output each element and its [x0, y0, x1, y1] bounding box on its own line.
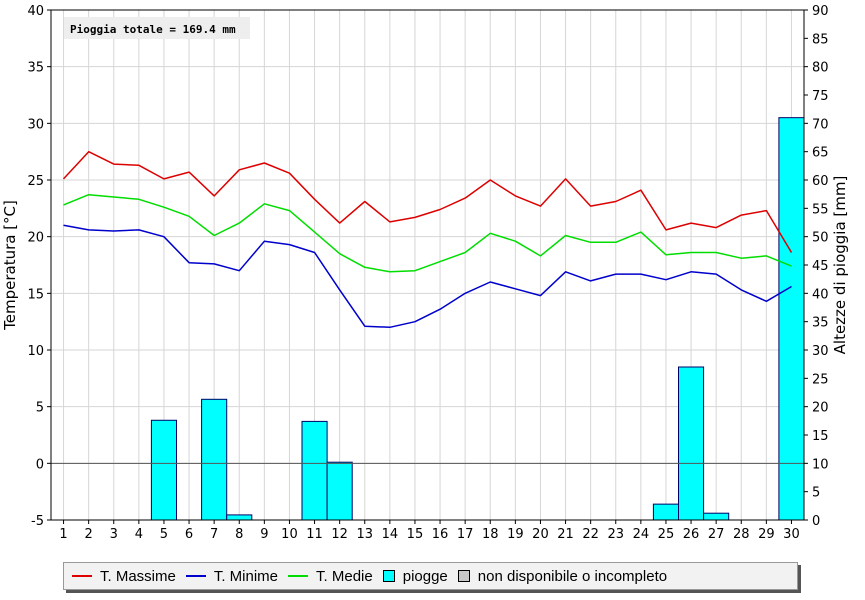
x-tick-label: 29 — [758, 527, 775, 542]
y2-tick-label: 30 — [812, 344, 829, 359]
x-tick-label: 13 — [356, 527, 373, 542]
rain-bar — [778, 117, 805, 521]
legend-item: T. Medie — [288, 568, 373, 585]
legend-item: T. Minime — [185, 567, 279, 585]
rain-bar — [678, 366, 705, 521]
x-tick-label: 1 — [59, 527, 67, 542]
legend-box-swatch — [382, 570, 395, 582]
y2-tick-label: 60 — [812, 174, 829, 189]
y-tick-label: 30 — [27, 117, 44, 132]
rain-bar — [150, 419, 177, 521]
y-tick-label: 20 — [27, 231, 44, 246]
legend-item: T. Massime — [72, 568, 176, 585]
legend-line-swatch — [185, 575, 206, 577]
x-tick-label: 15 — [407, 527, 424, 542]
x-tick-label: 21 — [557, 527, 574, 542]
y2-tick-label: 90 — [812, 4, 829, 19]
series-line-t-minime — [63, 224, 792, 329]
y-tick-label: 0 — [36, 457, 44, 472]
legend-label: piogge — [402, 567, 448, 585]
rain-bar — [326, 461, 353, 521]
x-tick-label: 12 — [331, 527, 348, 542]
y2-tick-label: 25 — [812, 372, 829, 387]
legend-label: non disponibile o incompleto — [477, 567, 668, 585]
x-tick-label: 25 — [658, 527, 675, 542]
x-tick-label: 18 — [482, 527, 499, 542]
x-tick-label: 24 — [633, 527, 650, 542]
legend-label: T. Medie — [316, 567, 373, 585]
annotation-box — [64, 17, 250, 39]
x-tick-label: 4 — [135, 527, 143, 542]
rain-bar — [652, 503, 680, 521]
y-tick-label: 35 — [27, 61, 44, 76]
legend-item: piogge — [382, 567, 448, 585]
y-tick-label: 40 — [27, 4, 44, 19]
y-tick-label: 25 — [27, 174, 44, 189]
x-tick-label: 5 — [160, 527, 168, 542]
y2-axis-label: Altezze di pioggia [mm] — [831, 176, 849, 355]
rain-bar — [703, 512, 730, 521]
x-tick-label: 7 — [210, 527, 218, 542]
x-tick-label: 10 — [281, 527, 298, 542]
x-tick-label: 28 — [733, 527, 750, 542]
y2-tick-label: 5 — [812, 486, 820, 501]
y2-tick-label: 10 — [812, 457, 829, 472]
x-tick-label: 27 — [708, 527, 725, 542]
y-tick-label: 5 — [36, 401, 44, 416]
rain-bar — [226, 514, 253, 521]
x-tick-label: 23 — [607, 527, 624, 542]
y2-tick-label: 70 — [812, 117, 829, 132]
rain-bar — [201, 398, 228, 521]
x-tick-label: 14 — [382, 527, 399, 542]
x-tick-label: 20 — [532, 527, 549, 542]
x-tick-label: 22 — [582, 527, 599, 542]
legend-label: T. Minime — [213, 567, 279, 585]
x-tick-label: 8 — [235, 527, 243, 542]
x-tick-label: 26 — [683, 527, 700, 542]
legend-line-swatch — [288, 575, 309, 577]
x-tick-label: 9 — [260, 527, 268, 542]
y2-tick-label: 0 — [812, 514, 820, 529]
rain-bar — [301, 420, 328, 521]
legend-label: T. Massime — [100, 567, 176, 585]
x-tick-label: 19 — [507, 527, 524, 542]
y2-tick-label: 75 — [812, 89, 829, 104]
y-axis-label: Temperatura [°C] — [1, 200, 19, 331]
x-tick-label: 6 — [185, 527, 193, 542]
x-tick-label: 16 — [432, 527, 449, 542]
x-tick-label: 11 — [306, 527, 323, 542]
y2-tick-label: 45 — [812, 259, 829, 274]
series-line-t-medie — [63, 193, 792, 273]
y2-tick-label: 50 — [812, 231, 829, 246]
chart-svg: -505101520253035400510152025303540455055… — [1, 4, 849, 542]
y-tick-label: 15 — [27, 287, 44, 302]
y2-tick-label: 55 — [812, 202, 829, 217]
legend-line-swatch — [72, 575, 92, 577]
y-tick-label: 10 — [27, 344, 44, 359]
legend-item: non disponibile o incompleto — [457, 567, 668, 585]
annotation-text: Pioggia totale = 169.4 mm — [70, 23, 236, 36]
y2-tick-label: 80 — [812, 61, 829, 76]
series-line-t-massime — [62, 150, 793, 253]
x-tick-label: 3 — [110, 527, 118, 542]
y-tick-label: -5 — [31, 514, 44, 529]
chart-legend: T. Massime T. Minime T. Medie piogge non dis… — [63, 562, 798, 590]
y2-tick-label: 15 — [812, 429, 829, 444]
y2-tick-label: 85 — [812, 32, 829, 47]
x-tick-label: 2 — [85, 527, 93, 542]
y2-tick-label: 35 — [812, 316, 829, 331]
y2-tick-label: 40 — [812, 287, 829, 302]
x-tick-label: 30 — [783, 527, 800, 542]
y2-tick-label: 20 — [812, 401, 829, 416]
x-tick-label: 17 — [457, 527, 474, 542]
legend-box-swatch — [457, 570, 470, 582]
y2-tick-label: 65 — [812, 146, 829, 161]
